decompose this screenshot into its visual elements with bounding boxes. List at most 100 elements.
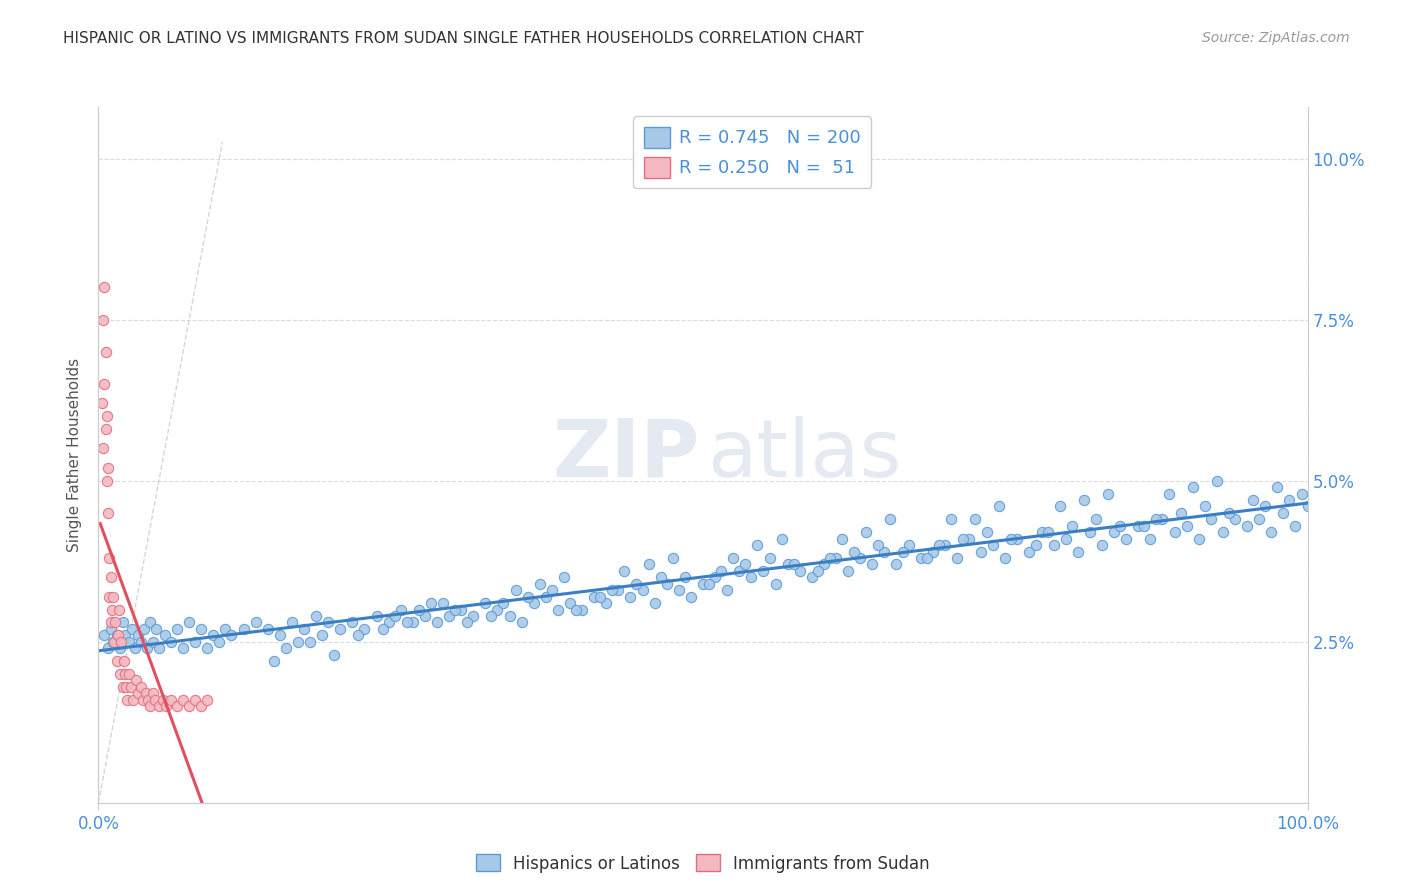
Point <box>463 609 485 624</box>
Text: Source: ZipAtlas.com: Source: ZipAtlas.com <box>1202 31 1350 45</box>
Point <box>492 596 515 610</box>
Point <box>486 602 509 616</box>
Point <box>97 506 120 520</box>
Point <box>523 596 546 610</box>
Point <box>589 590 612 604</box>
Point <box>1163 525 1185 540</box>
Point <box>1291 486 1313 500</box>
Point <box>1188 532 1211 546</box>
Point <box>135 641 157 656</box>
Point <box>269 628 291 642</box>
Point <box>184 634 207 648</box>
Point <box>818 551 841 566</box>
Point <box>946 551 969 566</box>
Point <box>716 583 738 598</box>
Point <box>1175 518 1198 533</box>
Point <box>112 654 135 668</box>
Point <box>704 570 727 584</box>
Point <box>366 609 388 624</box>
Point <box>697 576 720 591</box>
Point <box>136 692 159 706</box>
Point <box>94 344 117 359</box>
Point <box>142 634 165 648</box>
Point <box>155 699 177 714</box>
Point <box>813 558 835 572</box>
Point <box>153 628 176 642</box>
Point <box>607 583 630 598</box>
Point <box>770 532 793 546</box>
Point <box>292 622 315 636</box>
Point <box>860 558 883 572</box>
Point <box>221 628 243 642</box>
Point <box>752 564 775 578</box>
Point <box>765 576 787 591</box>
Point <box>692 576 714 591</box>
Point <box>342 615 364 630</box>
Point <box>120 680 142 694</box>
Point <box>800 570 823 584</box>
Point <box>1018 544 1040 558</box>
Point <box>1031 525 1053 540</box>
Point <box>172 641 194 656</box>
Point <box>384 609 406 624</box>
Point <box>139 699 162 714</box>
Point <box>437 609 460 624</box>
Point <box>1236 518 1258 533</box>
Point <box>1241 493 1264 508</box>
Point <box>166 622 188 636</box>
Point <box>100 602 122 616</box>
Point <box>1067 544 1090 558</box>
Point <box>534 590 557 604</box>
Point <box>655 576 678 591</box>
Point <box>408 602 430 616</box>
Point <box>127 628 149 642</box>
Point <box>1284 518 1306 533</box>
Point <box>1139 532 1161 546</box>
Point <box>108 641 131 656</box>
Point <box>1206 474 1229 488</box>
Point <box>644 596 666 610</box>
Point <box>93 628 115 642</box>
Point <box>145 622 167 636</box>
Point <box>650 570 672 584</box>
Point <box>105 654 128 668</box>
Point <box>118 667 141 681</box>
Point <box>1091 538 1114 552</box>
Point <box>148 641 170 656</box>
Point <box>855 525 877 540</box>
Point <box>103 634 125 648</box>
Point <box>1249 512 1271 526</box>
Legend: R = 0.745   N = 200, R = 0.250   N =  51: R = 0.745 N = 200, R = 0.250 N = 51 <box>634 116 872 188</box>
Point <box>668 583 690 598</box>
Point <box>921 544 943 558</box>
Point <box>311 628 333 642</box>
Point <box>195 641 218 656</box>
Point <box>897 538 920 552</box>
Point <box>1218 506 1240 520</box>
Point <box>110 634 132 648</box>
Point <box>602 583 624 598</box>
Point <box>1133 518 1156 533</box>
Point <box>91 396 114 410</box>
Point <box>450 602 472 616</box>
Point <box>456 615 478 630</box>
Point <box>129 680 152 694</box>
Point <box>734 558 756 572</box>
Point <box>849 551 872 566</box>
Point <box>1085 512 1108 526</box>
Point <box>789 564 811 578</box>
Point <box>245 615 267 630</box>
Point <box>98 551 121 566</box>
Point <box>619 590 641 604</box>
Point <box>125 673 148 688</box>
Point <box>1170 506 1192 520</box>
Legend: Hispanics or Latinos, Immigrants from Sudan: Hispanics or Latinos, Immigrants from Su… <box>470 847 936 880</box>
Point <box>481 609 503 624</box>
Text: HISPANIC OR LATINO VS IMMIGRANTS FROM SUDAN SINGLE FATHER HOUSEHOLDS CORRELATION: HISPANIC OR LATINO VS IMMIGRANTS FROM SU… <box>63 31 863 46</box>
Point <box>516 590 538 604</box>
Point <box>529 576 551 591</box>
Point <box>444 602 467 616</box>
Point <box>377 615 399 630</box>
Point <box>91 312 114 326</box>
Point <box>316 615 339 630</box>
